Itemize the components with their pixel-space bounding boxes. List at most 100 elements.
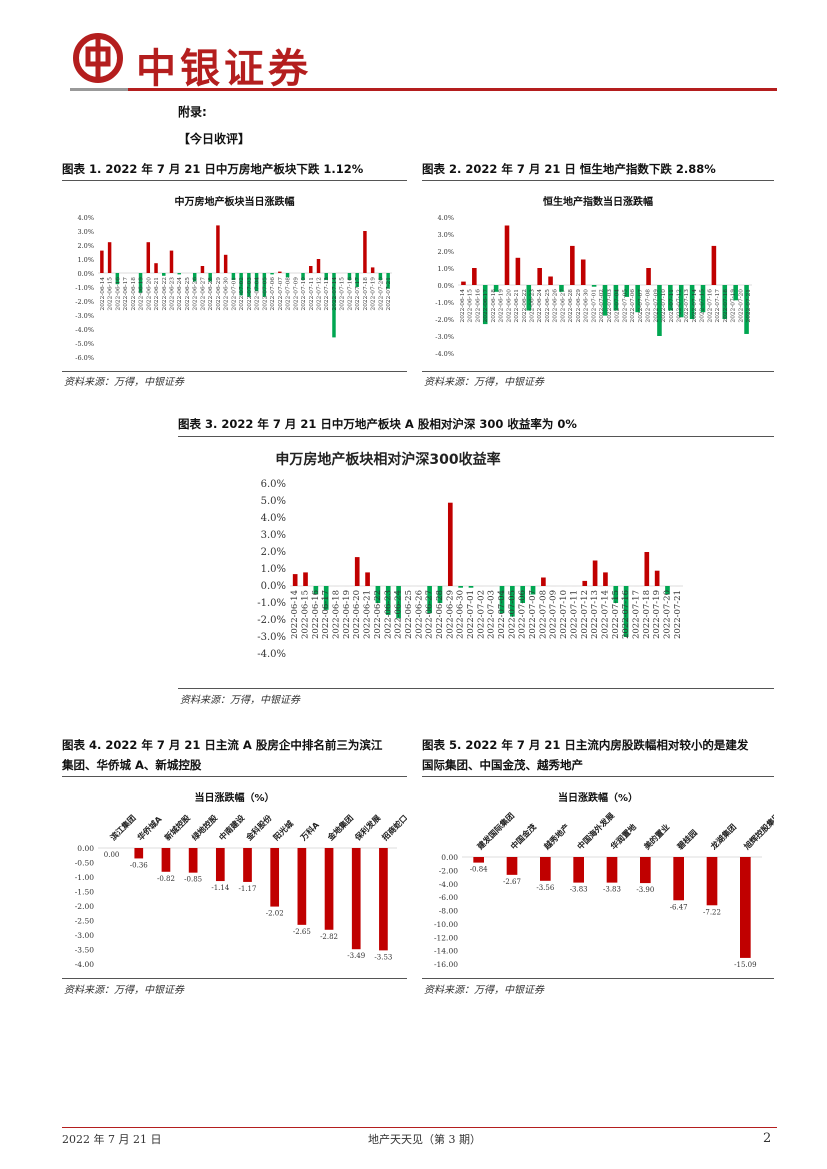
today-comment-label: 【今日收评】 bbox=[178, 132, 251, 146]
data-label: -2.02 bbox=[266, 910, 284, 918]
x-tick-label: 2022-06-23 bbox=[383, 590, 393, 639]
y-tick-label: 4.0% bbox=[437, 214, 454, 222]
x-tick-label: 2022-06-16 bbox=[475, 289, 481, 323]
bar bbox=[324, 848, 334, 930]
y-tick-label: -6.00 bbox=[439, 893, 458, 902]
x-tick-label: 2022-07-05 bbox=[622, 289, 628, 323]
bar bbox=[303, 572, 308, 586]
category-label: 金地集团 bbox=[325, 813, 355, 843]
bar bbox=[722, 285, 728, 319]
header-divider bbox=[70, 88, 777, 91]
x-tick-label: 2022-07-15 bbox=[611, 590, 621, 639]
bar bbox=[665, 586, 670, 595]
chart-4-title: 当日涨跌幅（%） bbox=[194, 793, 275, 804]
chart-3-title: 申万房地产板块相对沪深300收益率 bbox=[275, 452, 501, 468]
x-tick-label: 2022-07-08 bbox=[286, 277, 292, 311]
x-tick-label: 2022-06-24 bbox=[537, 289, 543, 323]
y-tick-label: -0.50 bbox=[75, 859, 94, 868]
x-tick-label: 2022-07-05 bbox=[262, 277, 268, 311]
bar bbox=[592, 560, 598, 586]
x-tick-label: 2022-06-23 bbox=[530, 289, 536, 323]
y-tick-label: 3.0% bbox=[77, 228, 94, 236]
data-label: -2.65 bbox=[293, 928, 311, 936]
bar bbox=[231, 273, 236, 280]
bar bbox=[640, 857, 651, 884]
x-tick-label: 2022-07-01 bbox=[231, 277, 237, 310]
x-tick-label: 2022-07-16 bbox=[621, 590, 631, 639]
y-tick-label: 4.0% bbox=[261, 513, 286, 524]
bar bbox=[138, 273, 143, 293]
bar bbox=[223, 254, 228, 273]
brand-name: 中银证券 bbox=[136, 45, 312, 92]
x-tick-label: 2022-07-15 bbox=[700, 289, 706, 323]
bar bbox=[700, 285, 706, 313]
bar bbox=[247, 273, 251, 297]
x-tick-label: 2022-06-21 bbox=[363, 590, 373, 639]
x-tick-label: 2022-06-30 bbox=[584, 289, 590, 323]
figure-2-source: 资料来源：万得，中银证券 bbox=[424, 377, 544, 388]
y-tick-label: -1.0% bbox=[257, 598, 286, 609]
y-tick-label: 3.0% bbox=[437, 231, 454, 239]
x-tick-label: 2022-06-14 bbox=[290, 590, 300, 639]
y-tick-label: 4.0% bbox=[77, 214, 94, 222]
x-tick-label: 2022-07-03 bbox=[607, 289, 613, 323]
bar bbox=[468, 586, 474, 588]
x-tick-label: 2022-06-28 bbox=[208, 277, 214, 311]
bar bbox=[689, 285, 695, 319]
figure-4-source: 资料来源：万得，中银证券 bbox=[64, 985, 184, 996]
bar bbox=[591, 285, 597, 287]
y-tick-label: 0.00 bbox=[441, 853, 458, 862]
footer-report-name: 地产天天见（第 3 期） bbox=[368, 1133, 481, 1146]
x-tick-label: 2022-07-04 bbox=[255, 277, 261, 311]
appendix-label: 附录: bbox=[178, 105, 207, 119]
x-tick-label: 2022-06-30 bbox=[456, 590, 466, 639]
bar bbox=[740, 857, 751, 958]
data-label: 0.00 bbox=[104, 851, 120, 859]
y-tick-label: -10.00 bbox=[434, 920, 458, 929]
bar bbox=[506, 857, 518, 875]
bar bbox=[515, 257, 521, 285]
x-tick-label: 2022-06-20 bbox=[146, 277, 152, 311]
bar bbox=[458, 586, 463, 588]
bar bbox=[580, 259, 586, 285]
y-tick-label: -12.00 bbox=[434, 933, 458, 942]
figure-5-top-rule bbox=[422, 776, 774, 777]
data-label: -0.36 bbox=[130, 861, 148, 869]
x-tick-label: 2022-07-03 bbox=[247, 277, 253, 311]
x-tick-label: 2022-06-17 bbox=[123, 277, 129, 311]
bar bbox=[504, 225, 510, 285]
bar bbox=[200, 266, 205, 273]
figure-5-title-line1: 图表 5. 2022 年 7 月 21 日主流内房股跌幅相对较小的是建发 bbox=[422, 738, 749, 752]
bar bbox=[324, 273, 328, 280]
bar bbox=[378, 273, 383, 280]
figure-4-title-line2: 集团、华侨城 A、新城控股 bbox=[62, 758, 202, 772]
x-tick-label: 2022-06-26 bbox=[553, 289, 559, 323]
x-tick-label: 2022-07-08 bbox=[646, 289, 652, 323]
figure-2-top-rule bbox=[422, 180, 774, 181]
chart-3: 6.0% 5.0% 4.0% 3.0% 2.0% 1.0% 0.0% -1.0% -2.0% -3… bbox=[257, 479, 683, 660]
x-tick-label: 2022-07-18 bbox=[363, 277, 369, 311]
figure-2-bottom-rule bbox=[422, 371, 774, 372]
figure-2-title: 图表 2. 2022 年 7 月 21 日 恒生地产指数下跌 2.88% bbox=[422, 162, 716, 176]
figure-1-top-rule bbox=[62, 180, 407, 181]
x-tick-label: 2022-07-06 bbox=[270, 277, 276, 311]
category-label: 新城控股 bbox=[162, 813, 192, 843]
bar bbox=[370, 267, 375, 273]
x-tick-label: 2022-07-21 bbox=[673, 590, 683, 639]
data-label: -15.09 bbox=[734, 961, 756, 969]
bar bbox=[499, 586, 505, 614]
x-tick-label: 2022-07-20 bbox=[662, 590, 672, 639]
y-tick-label: -2.00 bbox=[439, 866, 458, 875]
x-tick-label: 2022-06-29 bbox=[576, 289, 582, 323]
y-tick-label: 0.0% bbox=[77, 270, 94, 278]
chart-5-title: 当日涨跌幅（%） bbox=[557, 793, 639, 804]
bar bbox=[215, 848, 225, 882]
y-tick-label: 6.0% bbox=[261, 479, 286, 490]
chart-1-title: 中万房地产板块当日涨跌幅 bbox=[174, 197, 295, 208]
category-label: 华侨城A bbox=[135, 813, 164, 842]
x-tick-label: 2022-07-07 bbox=[638, 289, 644, 323]
bar bbox=[316, 259, 321, 273]
bar bbox=[733, 285, 738, 301]
bar bbox=[216, 225, 220, 273]
bar bbox=[355, 273, 359, 287]
